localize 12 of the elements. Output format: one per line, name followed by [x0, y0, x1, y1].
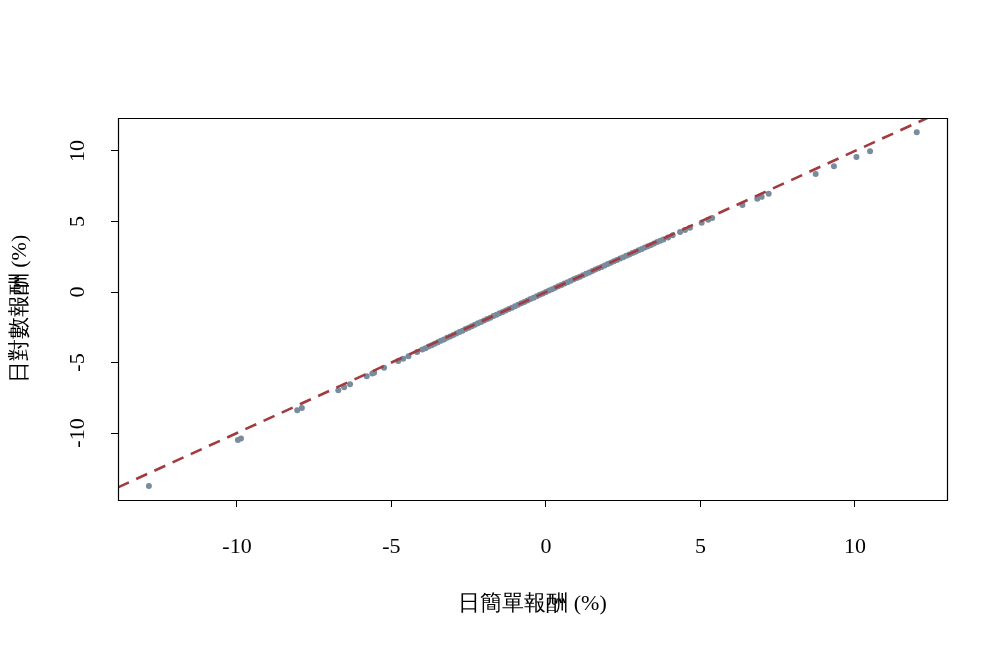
x-tick-label: 10	[843, 532, 866, 558]
x-axis-title: 日簡單報酬 (%)	[458, 589, 607, 615]
y-tick-label: -5	[64, 353, 90, 372]
y-axis-title: 日對數報酬 (%)	[5, 234, 31, 384]
x-tick-label: -10	[222, 532, 252, 558]
x-tick-label: 5	[694, 532, 706, 558]
x-tick-label: -5	[382, 532, 401, 558]
y-tick-label: 0	[64, 286, 90, 298]
y-tick-label: 10	[64, 140, 90, 162]
y-tick-label: -10	[64, 418, 90, 448]
x-tick-label: 0	[540, 532, 552, 558]
y-tick-label: 5	[64, 216, 90, 227]
